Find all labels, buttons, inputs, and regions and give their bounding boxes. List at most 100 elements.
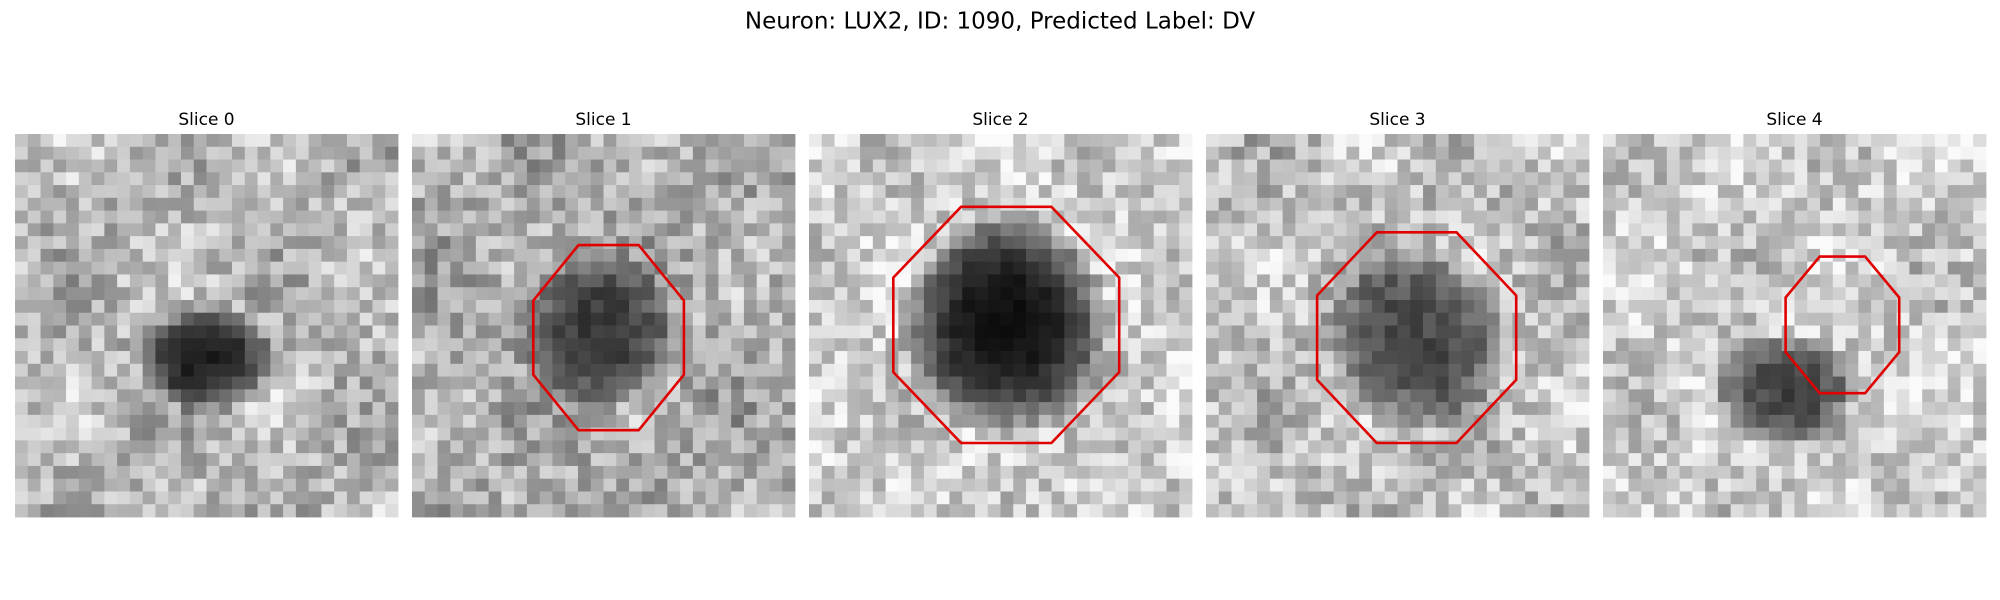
pixel	[577, 223, 592, 237]
pixel	[718, 453, 732, 467]
pixel	[1486, 172, 1501, 186]
pixel	[641, 440, 655, 454]
pixel	[936, 351, 950, 365]
pixel	[412, 402, 426, 416]
pixel	[1871, 440, 1885, 454]
pixel	[463, 248, 477, 263]
pixel	[1064, 478, 1078, 492]
pixel	[1960, 478, 1974, 492]
pixel	[1435, 402, 1449, 416]
pixel	[1333, 376, 1347, 390]
pixel	[346, 236, 361, 250]
pixel	[552, 440, 566, 454]
pixel	[168, 159, 182, 173]
pixel	[769, 172, 783, 186]
pixel	[1641, 504, 1655, 518]
pixel	[1563, 236, 1577, 250]
pixel	[117, 440, 131, 454]
pixel	[1448, 299, 1462, 314]
pixel	[206, 134, 220, 148]
pixel	[1140, 453, 1155, 467]
pixel	[1858, 159, 1872, 173]
pixel	[219, 376, 233, 390]
pixel	[1654, 236, 1668, 250]
pixel	[1756, 402, 1770, 416]
pixel	[718, 376, 732, 390]
pixel	[193, 491, 207, 505]
pixel	[1537, 210, 1552, 224]
pixel	[1628, 299, 1642, 314]
pixel	[1269, 414, 1283, 429]
pixel	[1346, 159, 1360, 173]
pixel	[1947, 261, 1961, 275]
pixel	[1550, 504, 1564, 518]
pixel	[257, 465, 271, 480]
pixel	[424, 389, 438, 403]
pixel	[769, 223, 783, 237]
pixel	[1692, 159, 1706, 173]
pixel	[1973, 351, 1987, 365]
pixel	[346, 325, 361, 339]
pixel	[117, 389, 131, 403]
pixel	[53, 504, 67, 518]
pixel	[244, 248, 258, 263]
pixel	[385, 363, 399, 377]
panel-title: Slice 3	[1369, 110, 1425, 130]
pixel	[168, 312, 182, 326]
pixel	[219, 287, 233, 301]
pixel	[142, 440, 156, 454]
pixel	[385, 414, 399, 429]
pixel	[667, 159, 681, 173]
pixel	[129, 159, 144, 173]
pixel	[1000, 376, 1014, 390]
pixel	[1768, 185, 1783, 199]
pixel	[1000, 299, 1014, 314]
pixel	[1768, 299, 1783, 314]
pixel	[193, 440, 207, 454]
pixel	[1257, 223, 1271, 237]
pixel	[1883, 478, 1898, 492]
pixel	[501, 351, 515, 365]
pixel	[565, 478, 579, 492]
pixel	[1077, 159, 1091, 173]
pixel	[1448, 185, 1462, 199]
pixel	[872, 325, 886, 339]
pixel	[1371, 414, 1386, 429]
pixel	[743, 491, 758, 505]
pixel	[1013, 197, 1027, 211]
pixel	[1206, 185, 1220, 199]
pixel	[1448, 274, 1462, 288]
image-panel	[15, 134, 399, 518]
pixel	[1179, 299, 1193, 314]
pixel	[40, 402, 54, 416]
pixel	[641, 465, 655, 480]
pixel	[78, 299, 92, 314]
pixel	[1883, 159, 1898, 173]
pixel	[987, 414, 1001, 429]
pixel	[1832, 363, 1846, 377]
pixel	[1486, 351, 1501, 365]
pixel	[847, 363, 861, 377]
pixel	[1115, 261, 1129, 275]
pixel	[1346, 210, 1360, 224]
pixel	[463, 440, 477, 454]
pixel	[1206, 491, 1220, 505]
pixel	[885, 134, 899, 148]
pixel	[437, 338, 451, 352]
pixel	[641, 274, 655, 288]
pixel	[232, 287, 246, 301]
pixel	[1550, 146, 1564, 160]
pixel	[1654, 338, 1668, 352]
pixel	[1474, 440, 1488, 454]
pixel	[1282, 299, 1296, 314]
pixel	[1026, 312, 1040, 326]
pixel	[475, 274, 489, 288]
pixel	[385, 274, 399, 288]
pixel	[1423, 376, 1437, 390]
pixel	[1038, 338, 1052, 352]
pixel	[270, 389, 284, 403]
pixel	[565, 504, 579, 518]
pixel	[603, 465, 617, 480]
pixel	[514, 478, 528, 492]
pixel	[1679, 210, 1693, 224]
